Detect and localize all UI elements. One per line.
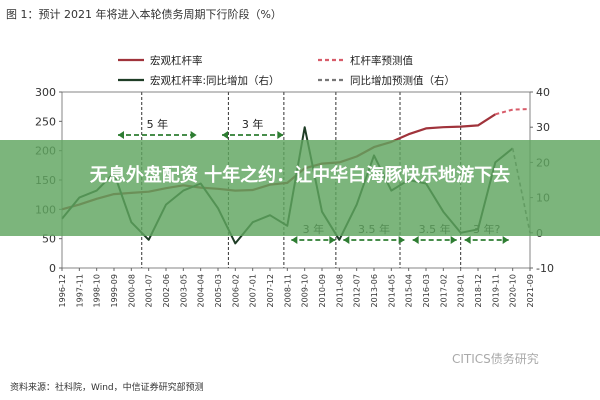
x-tick-label: 1999-09	[110, 274, 119, 307]
y-right-tick-label: 30	[536, 121, 550, 134]
x-tick-label: 2000-08	[127, 274, 136, 307]
cycle-arrow-head-right	[398, 236, 405, 244]
x-tick-label: 1996-12	[58, 274, 67, 307]
x-tick-label: 2006-02	[231, 274, 240, 307]
x-tick-label: 1997-11	[75, 274, 84, 307]
x-tick-label: 2002-06	[162, 274, 171, 307]
x-tick-label: 2013-06	[370, 274, 379, 307]
y-left-tick-label: 0	[49, 262, 56, 275]
cycle-label: 3 年	[242, 117, 264, 131]
series-line	[495, 108, 531, 116]
x-tick-label: 2014-05	[387, 274, 396, 307]
cycle-arrow-head-left	[464, 236, 471, 244]
y-right-tick-label: -10	[536, 262, 554, 275]
y-left-tick-label: 250	[35, 115, 56, 128]
x-tick-label: 2019-11	[491, 274, 500, 307]
x-tick-label: 2003-05	[179, 274, 188, 307]
x-tick-label: 2009-10	[301, 274, 310, 307]
legend-label: 杠杆率预测值	[350, 54, 413, 67]
cycle-arrow-head-right	[277, 131, 284, 139]
cycle-arrow-head-right	[450, 236, 457, 244]
x-tick-label: 2011-08	[335, 274, 344, 307]
overlay-headline: 无息外盘配资 十年之约：让中华白海豚快乐地游下去	[89, 165, 511, 186]
cycle-label: 5 年	[147, 117, 169, 131]
x-tick-label: 2016-03	[422, 274, 431, 307]
x-tick-label: 2018-12	[474, 274, 483, 307]
x-tick-label: 2005-03	[214, 274, 223, 307]
x-tick-label: 2004-04	[197, 274, 206, 307]
x-tick-label: 2020-10	[509, 274, 518, 307]
cycle-arrow-head-left	[222, 131, 228, 139]
x-tick-label: 2015-04	[405, 274, 414, 307]
figure-source: 资料来源：社科院，Wind，中信证券研究部预测	[10, 383, 204, 393]
x-tick-label: 2012-07	[353, 274, 362, 307]
legend-label: 宏观杠杆率	[150, 54, 203, 67]
cycle-arrow-head-left	[343, 236, 350, 244]
x-tick-label: 2017-02	[439, 274, 448, 307]
x-tick-label: 2021-09	[526, 274, 535, 307]
x-tick-label: 1998-10	[93, 274, 102, 307]
x-tick-label: 2008-11	[283, 274, 292, 307]
cycle-arrow-head-left	[291, 236, 298, 244]
x-tick-label: 2001-07	[145, 274, 154, 307]
cycle-arrow-head-left	[412, 236, 419, 244]
y-left-tick-label: 300	[35, 86, 56, 99]
x-tick-label: 2007-01	[249, 274, 258, 307]
y-right-tick-label: 40	[536, 86, 550, 99]
watermark: CITICS债务研究	[452, 352, 539, 366]
x-tick-label: 2018-01	[457, 274, 466, 307]
legend-label: 宏观杠杆率:同比增加（右）	[150, 74, 280, 87]
legend-label: 同比增加预测值（右）	[350, 74, 455, 87]
x-tick-label: 2010-09	[318, 274, 327, 307]
overlay-banner	[0, 140, 600, 236]
cycle-arrow-head-right	[329, 236, 336, 244]
figure-title: 图 1：预计 2021 年将进入本轮债务周期下行阶段（%）	[6, 8, 282, 21]
x-tick-label: 2007-12	[266, 274, 275, 307]
cycle-arrow-head-right	[502, 236, 509, 244]
cycle-arrow-head-right	[190, 131, 197, 139]
cycle-arrow-head-left	[118, 131, 124, 139]
